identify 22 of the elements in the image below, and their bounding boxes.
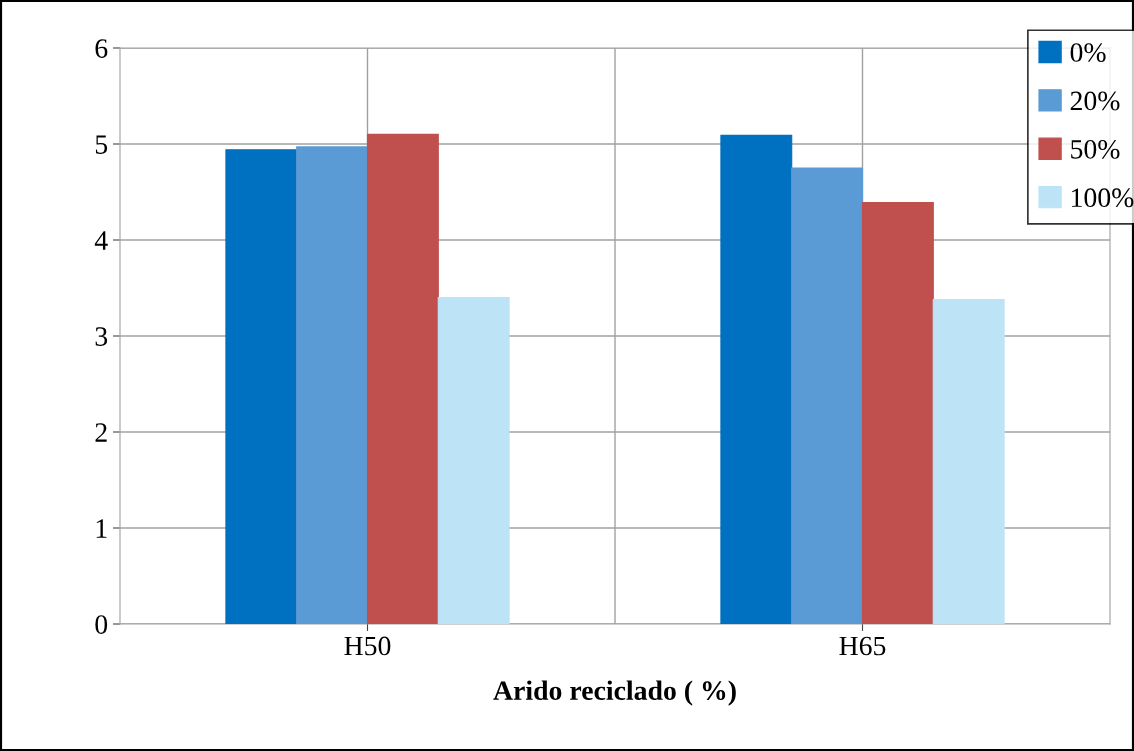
x-axis-title: Arido reciclado ( %) bbox=[493, 680, 736, 706]
y-tick-label: 5 bbox=[95, 135, 108, 154]
bar bbox=[366, 133, 439, 624]
bar bbox=[296, 146, 369, 624]
bar bbox=[720, 134, 793, 624]
bar bbox=[437, 297, 510, 624]
bar bbox=[932, 298, 1005, 624]
y-tick-label: 2 bbox=[95, 423, 107, 442]
y-tick-label: 3 bbox=[95, 327, 108, 346]
x-tick-label: H50 bbox=[344, 636, 391, 656]
bar bbox=[861, 202, 934, 624]
legend-label: 50% bbox=[1071, 139, 1120, 159]
y-tick-label: 6 bbox=[95, 39, 108, 58]
y-tick-label: 4 bbox=[94, 231, 108, 250]
legend-label: 0% bbox=[1070, 43, 1106, 62]
legend-label: 100% bbox=[1071, 188, 1134, 208]
bar bbox=[225, 149, 298, 624]
x-tick-label: H65 bbox=[839, 636, 886, 656]
bar bbox=[791, 167, 864, 624]
y-tick-label: 0 bbox=[95, 615, 108, 634]
legend-label: 20% bbox=[1070, 91, 1120, 111]
y-tick-label: 1 bbox=[96, 519, 107, 538]
